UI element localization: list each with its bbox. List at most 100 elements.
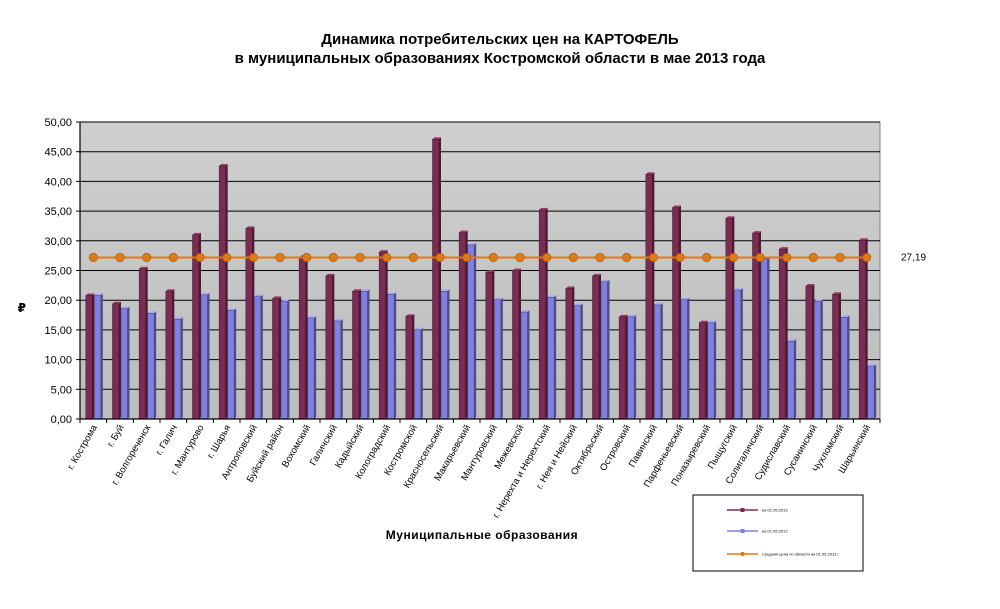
bar bbox=[272, 298, 280, 420]
bar-top bbox=[699, 320, 708, 323]
average-marker bbox=[782, 252, 792, 262]
bar-top bbox=[521, 310, 530, 313]
bar-top bbox=[539, 207, 548, 210]
bar-side bbox=[340, 318, 343, 419]
bar-side bbox=[394, 292, 397, 419]
average-marker bbox=[568, 252, 578, 262]
bar bbox=[378, 251, 386, 420]
average-marker bbox=[862, 252, 872, 262]
bar-side bbox=[305, 255, 308, 419]
bar-side bbox=[714, 320, 717, 419]
bar-top bbox=[832, 292, 841, 295]
bar bbox=[707, 322, 715, 420]
y-tick-label: 10,00 bbox=[44, 355, 72, 367]
bar-top bbox=[787, 339, 797, 342]
bar-side bbox=[545, 207, 548, 419]
bar bbox=[325, 275, 333, 420]
bar-top bbox=[485, 270, 495, 273]
average-marker bbox=[115, 252, 125, 262]
bar-top bbox=[165, 289, 175, 292]
legend-marker bbox=[740, 529, 745, 533]
bar-top bbox=[752, 231, 761, 234]
bar bbox=[787, 340, 795, 420]
bar-side bbox=[127, 306, 130, 419]
legend-box bbox=[692, 494, 864, 572]
bar-top bbox=[707, 320, 717, 323]
bar-side bbox=[554, 295, 557, 419]
bar-top bbox=[254, 294, 263, 297]
y-tick-label: 35,00 bbox=[44, 206, 72, 218]
bar bbox=[512, 270, 520, 420]
average-marker bbox=[168, 252, 178, 262]
x-axis-label: Муниципальные образования bbox=[386, 528, 578, 542]
bar-top bbox=[734, 288, 743, 291]
bar-top bbox=[467, 242, 477, 245]
bar bbox=[565, 288, 573, 420]
y-tick-label: 5,00 bbox=[51, 384, 72, 396]
bar-side bbox=[687, 297, 690, 419]
bar-top bbox=[281, 299, 290, 302]
legend: на 01.05.2013 на 01.05.2012 Средняя цена п… bbox=[692, 494, 864, 572]
bar-top bbox=[547, 295, 557, 298]
bar-top bbox=[361, 289, 370, 292]
y-tick-label: 50,00 bbox=[44, 117, 72, 129]
category-label: г. Буй bbox=[105, 423, 126, 449]
bar bbox=[698, 322, 706, 420]
bar-side bbox=[732, 216, 735, 419]
bar-top bbox=[272, 296, 281, 299]
bar-top bbox=[592, 273, 601, 276]
bar bbox=[725, 217, 733, 420]
average-marker bbox=[675, 252, 685, 262]
average-marker bbox=[355, 252, 365, 262]
average-marker bbox=[595, 252, 605, 262]
bar bbox=[574, 305, 582, 420]
bar-side bbox=[679, 205, 681, 419]
bar bbox=[805, 285, 813, 420]
bar-top bbox=[85, 293, 95, 296]
legend-entry: на 01.05.2012 bbox=[762, 529, 788, 534]
bar bbox=[814, 301, 822, 420]
average-marker bbox=[488, 252, 498, 262]
bar bbox=[547, 296, 555, 420]
bar-side bbox=[580, 303, 583, 419]
bar bbox=[627, 316, 635, 420]
bar bbox=[94, 295, 102, 420]
bar-side bbox=[839, 292, 841, 419]
average-marker bbox=[328, 252, 338, 262]
bar-side bbox=[847, 315, 850, 419]
bar-top bbox=[192, 232, 201, 235]
average-marker bbox=[648, 252, 658, 262]
bar-top bbox=[94, 293, 103, 296]
bar-side bbox=[172, 289, 175, 419]
bar-side bbox=[527, 310, 530, 419]
bar-side bbox=[92, 293, 95, 419]
bar bbox=[298, 257, 306, 420]
bar bbox=[494, 299, 502, 420]
bar-side bbox=[252, 226, 255, 419]
chart-title-line1: Динамика потребительских цен на КАРТОФЕЛ… bbox=[321, 31, 679, 48]
bar bbox=[227, 310, 235, 420]
bar bbox=[867, 365, 875, 420]
bar-top bbox=[627, 314, 637, 317]
average-marker bbox=[462, 252, 472, 262]
bar-top bbox=[325, 273, 335, 276]
bar-side bbox=[199, 232, 201, 419]
bar-side bbox=[385, 250, 388, 419]
y-tick-label: 25,00 bbox=[44, 266, 72, 278]
bar-side bbox=[225, 163, 228, 419]
bar-side bbox=[865, 238, 868, 419]
average-marker bbox=[542, 252, 552, 262]
bar-side bbox=[519, 268, 521, 419]
bar-top bbox=[352, 289, 361, 292]
legend-marker bbox=[740, 508, 745, 512]
bar bbox=[600, 281, 608, 420]
bar-top bbox=[414, 327, 423, 330]
bar-side bbox=[314, 316, 317, 419]
bar-top bbox=[645, 172, 655, 175]
bar-side bbox=[234, 308, 237, 419]
bar-top bbox=[459, 230, 468, 233]
y-tick-label: 0,00 bbox=[51, 414, 72, 426]
average-marker bbox=[808, 252, 818, 262]
bar-top bbox=[814, 299, 823, 302]
average-marker bbox=[222, 252, 232, 262]
